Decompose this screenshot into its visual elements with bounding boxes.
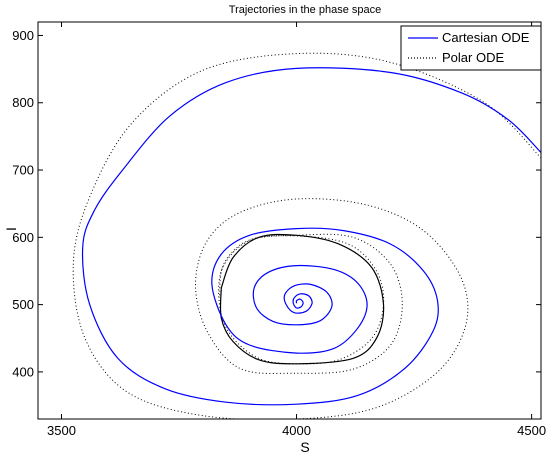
x-axis: 3500 4000 4500 xyxy=(47,22,546,438)
x-tick-label: 4000 xyxy=(282,423,311,438)
y-tick-label: 400 xyxy=(12,364,34,379)
y-tick-label: 900 xyxy=(12,28,34,43)
plot-frame xyxy=(37,21,542,420)
x-tick-label: 3500 xyxy=(47,423,76,438)
x-axis-label: S xyxy=(300,439,309,455)
chart-title: Trajectories in the phase space xyxy=(229,4,381,16)
y-axis: 400 500 600 700 800 900 xyxy=(12,28,541,379)
legend-label-cartesian: Cartesian ODE xyxy=(442,30,530,45)
y-tick-label: 600 xyxy=(12,230,34,245)
legend: Cartesian ODE Polar ODE xyxy=(400,25,542,71)
series-line-cartesian-ode xyxy=(81,67,541,406)
y-tick-label: 700 xyxy=(12,163,34,178)
legend-label-polar: Polar ODE xyxy=(442,50,504,65)
series-line-polar-ode xyxy=(72,52,541,419)
series-layer xyxy=(72,52,541,419)
legend-box xyxy=(400,25,542,71)
y-axis-label: I xyxy=(3,227,19,231)
y-tick-label: 500 xyxy=(12,297,34,312)
x-tick-label: 4500 xyxy=(517,423,546,438)
y-tick-label: 800 xyxy=(12,95,34,110)
